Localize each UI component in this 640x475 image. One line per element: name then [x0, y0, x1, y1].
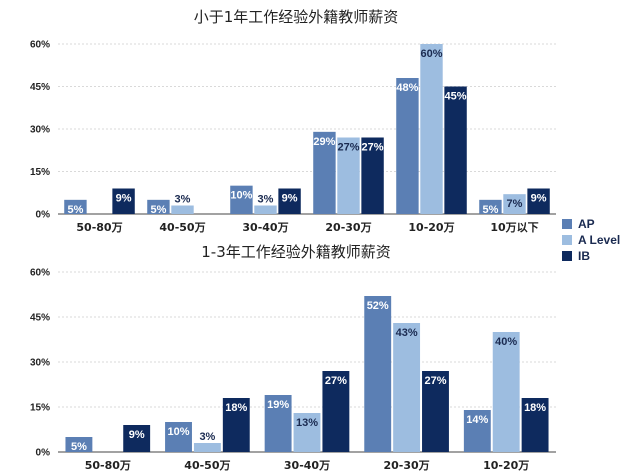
- data-label: 9%: [129, 429, 145, 441]
- legend-swatch: [562, 219, 572, 229]
- y-tick-label: 45%: [30, 313, 50, 324]
- bar-ap: [364, 296, 392, 452]
- legend-label: A Level: [578, 233, 620, 247]
- x-tick-label: 50-80万: [76, 221, 122, 234]
- data-label: 5%: [71, 441, 87, 453]
- legend: AP A Level IB: [562, 217, 620, 263]
- data-label: 43%: [396, 327, 418, 339]
- bar-ib: [444, 86, 467, 214]
- data-label: 13%: [296, 417, 318, 429]
- y-tick-label: 0%: [36, 210, 51, 221]
- data-label: 18%: [524, 402, 546, 414]
- bar-ap: [64, 199, 87, 214]
- data-label: 40%: [495, 336, 517, 348]
- data-label: 9%: [116, 193, 132, 205]
- bar-a-level: [254, 205, 277, 214]
- data-label: 3%: [175, 194, 191, 206]
- x-tick-label: 30-40万: [242, 221, 288, 234]
- data-label: 18%: [225, 402, 247, 414]
- y-tick-label: 15%: [30, 167, 50, 178]
- y-tick-label: 0%: [36, 448, 51, 459]
- legend-label: AP: [578, 217, 595, 231]
- x-tick-label: 40-50万: [159, 221, 205, 234]
- x-tick-label: 20-30万: [384, 459, 430, 472]
- data-label: 19%: [267, 399, 289, 411]
- chart-title: 1-3年工作经验外籍教师薪资: [201, 243, 391, 261]
- data-label: 48%: [396, 82, 418, 94]
- bar-a-level: [193, 443, 221, 452]
- bar-ap: [463, 410, 491, 452]
- y-tick-label: 60%: [30, 268, 50, 279]
- bar-ap: [230, 185, 253, 214]
- bar-a-level: [393, 323, 421, 452]
- chart-title: 小于1年工作经验外籍教师薪资: [194, 8, 399, 26]
- data-label: 9%: [531, 193, 547, 205]
- chart-1-3-years: 1-3年工作经验外籍教师薪资 0% 15% 30% 45% 60% 5% 9% 50-80万 10…: [30, 243, 556, 472]
- bar-ib: [322, 371, 350, 452]
- bar-a-level: [503, 194, 526, 214]
- bar-a-level: [293, 413, 321, 452]
- data-label: 5%: [482, 204, 498, 216]
- data-label: 3%: [258, 194, 274, 206]
- bar-a-level: [492, 332, 520, 452]
- y-tick-label: 15%: [30, 403, 50, 414]
- x-tick-label: 30-40万: [284, 459, 330, 472]
- y-tick-label: 45%: [30, 82, 50, 93]
- bar-ap: [264, 395, 292, 452]
- data-label: 7%: [507, 198, 523, 210]
- legend-swatch: [562, 251, 572, 261]
- data-label: 45%: [445, 91, 467, 103]
- legend-swatch: [562, 235, 572, 245]
- data-label: 29%: [313, 136, 335, 148]
- data-label: 27%: [337, 142, 359, 154]
- data-label: 27%: [362, 142, 384, 154]
- data-label: 14%: [466, 414, 488, 426]
- bar-ib: [222, 398, 250, 452]
- y-tick-label: 30%: [30, 125, 50, 136]
- data-label: 5%: [150, 204, 166, 216]
- y-tick-label: 30%: [30, 358, 50, 369]
- x-tick-label: 10万以下: [490, 221, 538, 234]
- data-label: 3%: [199, 431, 215, 443]
- bar-ap: [396, 78, 419, 214]
- bar-ib: [123, 425, 151, 452]
- bar-ap: [479, 199, 502, 214]
- bar-ib: [112, 188, 135, 214]
- bar-a-level: [171, 205, 194, 214]
- bar-ib: [527, 188, 550, 214]
- data-label: 5%: [67, 204, 83, 216]
- bar-ib: [361, 137, 384, 214]
- bar-a-level: [420, 44, 443, 214]
- bar-ap: [65, 437, 93, 452]
- data-label: 27%: [424, 375, 446, 387]
- data-label: 60%: [420, 48, 442, 60]
- data-label: 52%: [367, 300, 389, 312]
- bar-ap: [313, 131, 336, 214]
- chart-under-1-year: 小于1年工作经验外籍教师薪资 0% 15% 30% 45% 60% 5% 9% 50-80万 5%…: [30, 8, 556, 234]
- x-tick-label: 40-50万: [184, 459, 230, 472]
- data-label: 10%: [230, 190, 252, 202]
- bar-ib: [278, 188, 301, 214]
- x-tick-label: 50-80万: [85, 459, 131, 472]
- bar-ib: [521, 398, 549, 452]
- x-tick-label: 10-20万: [483, 459, 529, 472]
- y-tick-label: 60%: [30, 40, 50, 51]
- bar-a-level: [337, 137, 360, 214]
- data-label: 27%: [325, 375, 347, 387]
- bar-ib: [422, 371, 449, 452]
- x-tick-label: 20-30万: [325, 221, 371, 234]
- x-tick-label: 10-20万: [408, 221, 454, 234]
- data-label: 9%: [282, 193, 298, 205]
- bar-ap: [165, 422, 192, 452]
- data-label: 10%: [168, 426, 190, 438]
- bar-ap: [147, 199, 170, 214]
- legend-label: IB: [578, 249, 590, 263]
